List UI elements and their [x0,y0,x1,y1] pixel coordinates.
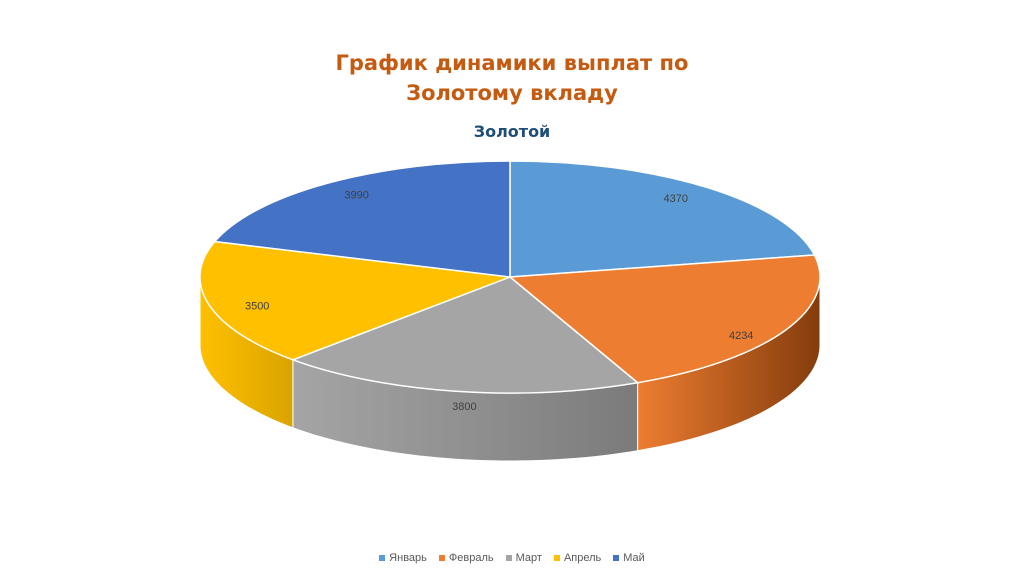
pie-slice-Май [213,160,511,278]
pie-slice-Март [290,276,640,394]
chart-title: Золотой [473,122,551,141]
pie-slice-Январь [509,160,816,278]
legend-item-Апрель: Апрель [553,552,602,564]
slide-title-line-2: Золотому вкладу [406,81,618,105]
legend-label: Февраль [448,552,494,564]
legend-swatch [613,555,620,561]
pie-slice-Апрель [199,240,511,361]
slide-title: График динамики выплат по Золотому вклад… [0,48,1024,108]
data-label-Январь: 4370 [664,193,688,205]
legend-item-Май: Май [613,552,645,564]
legend-label: Май [623,552,645,564]
pie-slices [199,160,821,394]
legend-swatch [553,555,560,561]
data-label-Апрель: 3500 [245,300,269,312]
legend-swatch [438,555,445,561]
pie-data-labels: 4370 4234 3800 3500 3990 [245,189,753,412]
legend-label: Апрель [563,552,602,564]
legend-label: Январь [389,552,427,564]
legend-item-Март: Март [505,552,542,564]
data-label-Март: 3800 [452,401,476,413]
legend-item-Январь: Январь [379,552,427,564]
legend-swatch [505,555,512,561]
legend-swatch [379,555,386,561]
data-label-Февраль: 4234 [729,330,753,342]
chart-legend: Январь Февраль Март Апрель Май [0,552,1024,564]
legend-label: Март [515,552,542,564]
pie-slice-Февраль [508,254,821,384]
data-label-Май: 3990 [344,189,368,201]
slide-title-line-1: График динамики выплат по [335,51,689,75]
legend-item-Февраль: Февраль [438,552,494,564]
